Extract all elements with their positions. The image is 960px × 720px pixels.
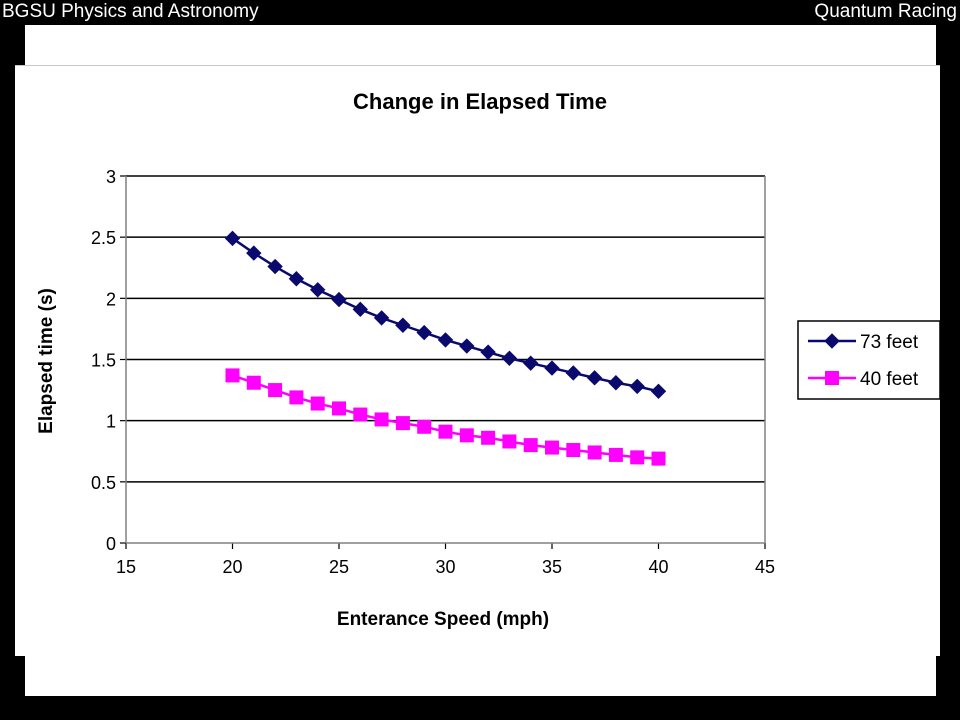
data-point-73-feet	[565, 365, 582, 381]
data-point-40-feet	[481, 430, 496, 445]
legend-swatch-marker	[825, 371, 839, 385]
data-point-73-feet	[352, 301, 369, 318]
data-point-40-feet	[374, 412, 389, 427]
data-point-40-feet	[395, 416, 410, 431]
line-chart: Change in Elapsed Time 0 0.5 1 1.5 2 2.5 3 15 2…	[36, 89, 940, 630]
x-tick-labels: 15 20 25 30 35 40 45	[116, 557, 775, 577]
y-tick-label: 1.5	[91, 351, 116, 371]
data-point-73-feet	[437, 332, 454, 348]
data-point-40-feet	[587, 445, 602, 460]
data-point-73-feet	[246, 245, 262, 261]
data-point-73-feet	[586, 370, 603, 386]
legend-entry-label: 73 feet	[860, 332, 919, 353]
y-tick-label: 2	[106, 289, 116, 309]
slide-header-right: Quantum Racing	[814, 1, 957, 22]
y-tick-label: 0	[106, 534, 116, 554]
y-tick-label: 0.5	[91, 473, 116, 493]
series-line-73-feet	[231, 237, 659, 393]
data-point-73-feet	[629, 378, 645, 395]
data-point-73-feet	[373, 310, 390, 326]
data-point-40-feet	[289, 390, 304, 405]
data-point-73-feet	[288, 271, 305, 287]
data-point-40-feet	[502, 434, 517, 449]
x-tick-label: 25	[329, 557, 349, 577]
data-point-40-feet	[310, 396, 325, 411]
data-point-73-feet	[416, 324, 432, 341]
data-point-73-feet	[331, 291, 347, 308]
data-point-40-feet	[608, 447, 623, 462]
legend-swatch-marker	[824, 333, 840, 349]
data-point-40-feet	[459, 428, 474, 443]
data-point-73-feet	[501, 350, 518, 366]
data-point-40-feet	[268, 383, 283, 398]
data-point-73-feet	[459, 338, 475, 354]
y-tick-label: 2.5	[91, 228, 116, 248]
x-tick-label: 20	[222, 557, 242, 577]
x-tick-label: 35	[542, 557, 562, 577]
data-point-40-feet	[438, 424, 453, 439]
x-tick-label: 45	[755, 557, 775, 577]
y-tick-label: 1	[106, 412, 116, 432]
legend-box	[797, 320, 940, 400]
data-point-73-feet	[608, 375, 624, 391]
legend-entry-label: 40 feet	[860, 369, 919, 390]
data-point-40-feet	[545, 440, 559, 455]
data-point-40-feet	[417, 419, 432, 434]
data-point-40-feet	[523, 438, 538, 453]
x-axis-label: Enterance Speed (mph)	[337, 609, 549, 630]
slide-header-left: BGSU Physics and Astronomy	[2, 1, 259, 22]
series-markers	[224, 230, 667, 466]
x-tick-label: 30	[435, 557, 455, 577]
data-point-40-feet	[651, 451, 666, 466]
x-tick-label: 15	[116, 557, 136, 577]
data-point-73-feet	[224, 230, 241, 247]
data-point-73-feet	[544, 360, 560, 376]
y-axis-label: Elapsed time (s)	[36, 288, 57, 434]
chart-title: Change in Elapsed Time	[353, 89, 607, 114]
gridlines	[126, 175, 765, 483]
y-tick-labels: 0 0.5 1 1.5 2 2.5 3	[91, 167, 116, 554]
axes	[120, 175, 766, 549]
data-point-73-feet	[309, 282, 326, 298]
data-point-40-feet	[566, 443, 581, 458]
data-point-40-feet	[225, 368, 240, 383]
y-tick-label: 3	[106, 167, 116, 187]
data-point-73-feet	[522, 355, 539, 371]
data-point-40-feet	[332, 401, 346, 416]
chart-area: Change in Elapsed Time 0 0.5 1 1.5 2 2.5 3 15 2…	[15, 65, 940, 656]
data-point-73-feet	[480, 344, 496, 360]
data-point-40-feet	[246, 375, 261, 390]
data-point-40-feet	[630, 450, 645, 465]
data-point-40-feet	[353, 407, 368, 422]
data-point-73-feet	[267, 258, 283, 275]
x-tick-label: 40	[648, 557, 668, 577]
legend: 73 feet 40 feet	[797, 320, 940, 400]
data-point-73-feet	[395, 317, 411, 333]
data-point-73-feet	[650, 383, 667, 400]
